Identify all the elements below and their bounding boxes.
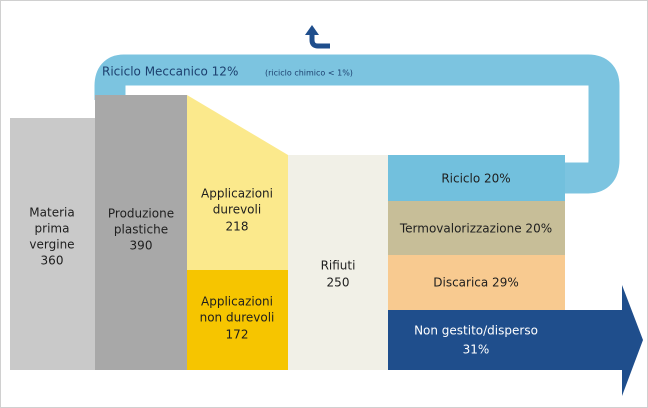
node-label: Materia — [29, 206, 74, 220]
node-box — [187, 270, 288, 370]
node-value: 218 — [226, 220, 249, 234]
node-label: Applicazioni — [201, 295, 273, 309]
node-box — [388, 201, 565, 255]
node-value: 250 — [327, 276, 350, 290]
node-label: Discarica 29% — [433, 276, 518, 290]
node-box — [288, 155, 388, 370]
node-box — [187, 95, 288, 270]
node-label: vergine — [29, 238, 74, 252]
node-label: 31% — [463, 343, 490, 357]
node-value: 360 — [41, 254, 64, 268]
loop-band — [94, 54, 620, 194]
loop-arrow — [309, 34, 330, 49]
node-label: non durevoli — [200, 311, 275, 325]
node-box — [388, 155, 565, 201]
node-value: 390 — [130, 239, 153, 253]
node-box — [388, 255, 565, 310]
loop-label: Riciclo Meccanico 12% — [102, 65, 238, 79]
node-label: durevoli — [213, 203, 261, 217]
node-label: Produzione — [108, 207, 174, 221]
node-label: plastiche — [114, 223, 168, 237]
node-label: Termovalorizzazione 20% — [399, 222, 552, 236]
loop-arrow-head — [305, 25, 319, 35]
node-box — [10, 118, 95, 370]
node-label: Applicazioni — [201, 187, 273, 201]
node-box — [95, 95, 187, 370]
node-label: Rifiuti — [321, 259, 356, 273]
node-label: Riciclo 20% — [441, 172, 510, 186]
node-label: Non gestito/disperso — [414, 324, 538, 338]
node-arrow — [388, 285, 643, 396]
node-value: 172 — [226, 328, 249, 342]
loop-note: (riciclo chimico < 1%) — [265, 69, 353, 78]
node-label: prima — [35, 222, 70, 236]
